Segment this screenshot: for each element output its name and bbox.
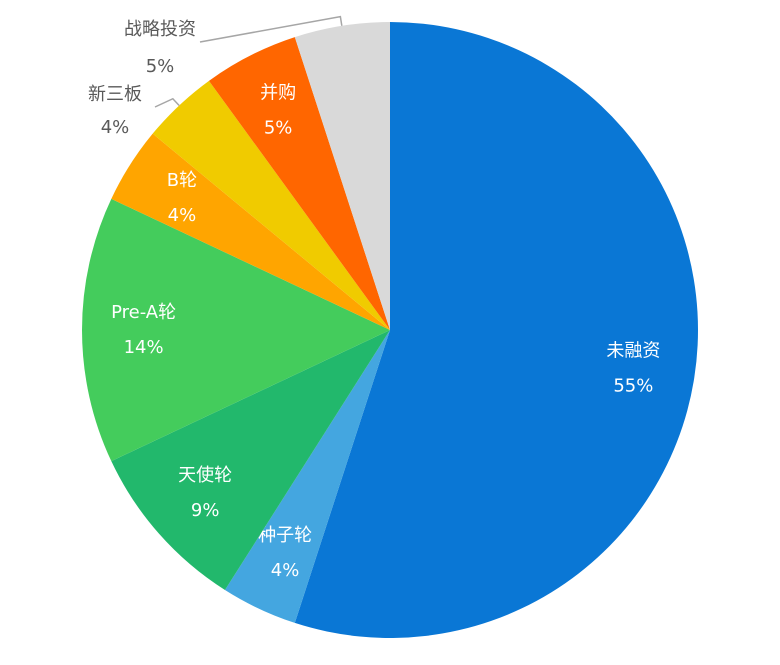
slice-label: 未融资 [606, 341, 660, 362]
pie-slice [208, 37, 390, 331]
pie-slice [224, 330, 390, 623]
pie-slice [294, 22, 390, 330]
slice-label: Pre-A轮 [111, 302, 176, 323]
slice-label: 新三板 [88, 84, 142, 105]
slice-value-label: 4% [168, 205, 197, 226]
pie-slice [82, 198, 391, 462]
pie-slice [111, 133, 391, 330]
slice-value-label: 55% [613, 376, 653, 397]
slice-value-label: 4% [101, 117, 130, 138]
leader-line [199, 15, 343, 43]
slice-value-label: 4% [271, 560, 300, 581]
slice-value-label: 5% [264, 117, 293, 138]
pie-slice [152, 80, 390, 330]
pie-slice [294, 22, 699, 638]
slice-value-label: 14% [124, 337, 164, 358]
slice-label: B轮 [167, 170, 197, 191]
slice-value-label: 5% [146, 56, 175, 77]
slice-label: 战略投资 [124, 19, 196, 40]
slice-label: 种子轮 [258, 525, 312, 546]
slice-label: 并购 [260, 82, 296, 103]
slice-label: 天使轮 [178, 465, 232, 486]
leader-line [154, 97, 180, 108]
slice-value-label: 9% [191, 500, 220, 521]
pie-slice [111, 330, 391, 591]
